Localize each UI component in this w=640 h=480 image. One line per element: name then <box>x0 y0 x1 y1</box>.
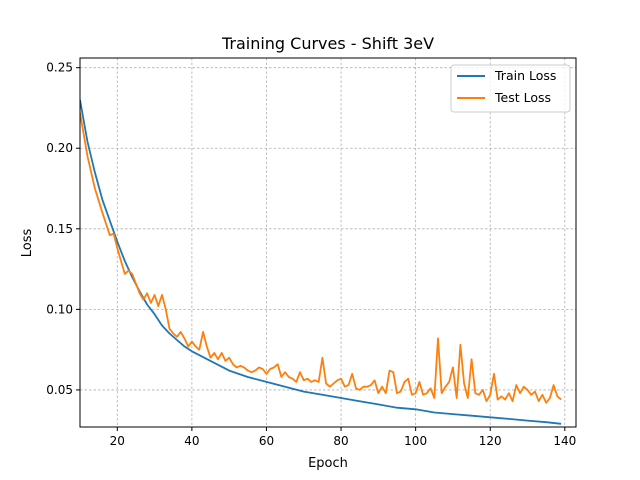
legend: Train Loss Test Loss <box>450 64 571 113</box>
y-tick-label: 0.25 <box>46 61 73 75</box>
plot-series <box>80 99 562 425</box>
x-tick-label: 140 <box>553 434 576 448</box>
x-tick-label: 100 <box>404 434 427 448</box>
x-tick-label: 40 <box>184 434 199 448</box>
series-line-test-loss <box>80 112 562 404</box>
x-axis-label: Epoch <box>308 456 348 471</box>
axis-ticks: 20 40 60 80 100 120 140 0.05 0.10 0.15 0.20 0.25 <box>46 61 576 448</box>
y-tick-label: 0.20 <box>46 141 73 155</box>
x-tick-label: 120 <box>479 434 502 448</box>
legend-label-train-loss: Train Loss <box>494 68 556 83</box>
series-line-train-loss <box>80 99 562 425</box>
y-axis-label: Loss <box>20 229 35 258</box>
y-tick-label: 0.15 <box>46 222 73 236</box>
x-tick-label: 60 <box>259 434 274 448</box>
y-tick-label: 0.10 <box>46 302 73 316</box>
legend-label-test-loss: Test Loss <box>494 90 551 105</box>
x-tick-label: 20 <box>110 434 125 448</box>
plot-frame <box>79 57 577 428</box>
x-tick-label: 80 <box>333 434 348 448</box>
chart-title: Training Curves - Shift 3eV <box>221 34 434 53</box>
y-tick-label: 0.05 <box>46 383 73 397</box>
